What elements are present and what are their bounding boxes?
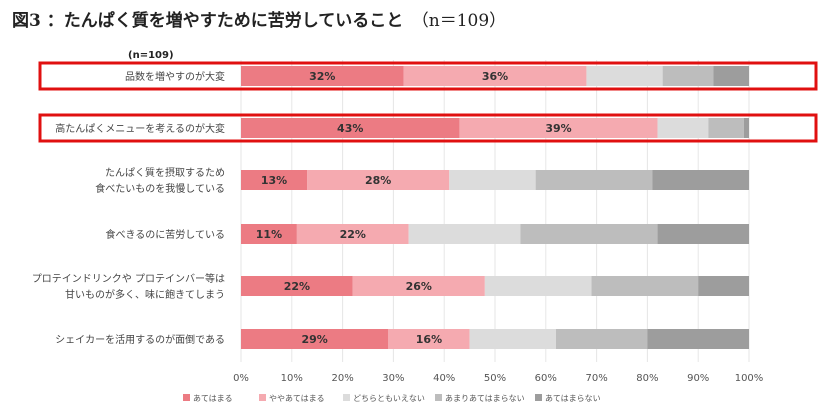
bar-segment <box>657 118 709 138</box>
page-title-text: 図3 ：たんぱく質を増やすために苦労していること <box>12 11 404 31</box>
bar-segment <box>662 66 714 86</box>
x-tick-label: 30% <box>382 373 404 384</box>
bar-segment <box>459 118 658 138</box>
value-label: 32% <box>309 70 335 83</box>
legend-label: あてはまらない <box>545 394 601 403</box>
bar-segment <box>403 66 587 86</box>
bar-segment <box>241 329 389 349</box>
category-labels: 品数を増やすのが大変高たんぱくメニューを考えるのが大変たんぱく質を摂取するため食… <box>32 70 225 346</box>
bar-segment <box>555 329 648 349</box>
x-tick-label: 10% <box>281 373 303 384</box>
legend-swatch <box>183 394 190 401</box>
bar-segment <box>535 170 653 190</box>
value-label: 29% <box>301 333 327 346</box>
value-label: 36% <box>482 70 508 83</box>
legend-label: あまりあてはまらない <box>445 394 525 403</box>
value-label: 22% <box>340 228 366 241</box>
x-tick-label: 100% <box>735 373 764 384</box>
bar-segment <box>586 66 663 86</box>
bar-segment <box>698 276 749 296</box>
legend-label: あてはまる <box>193 394 233 403</box>
value-label: 43% <box>337 122 363 135</box>
bar-segment <box>296 224 409 244</box>
value-label: 26% <box>406 280 432 293</box>
x-tick-label: 60% <box>535 373 557 384</box>
highlight-box <box>38 61 818 91</box>
legend-label: どちらともいえない <box>353 394 425 403</box>
bar-segment <box>241 118 460 138</box>
sample-size-label: (n=109) <box>128 50 174 61</box>
page-title-sample-size: （n＝109） <box>420 11 507 31</box>
bar-segment <box>307 170 450 190</box>
bar-segment <box>469 329 556 349</box>
category-label: シェイカーを活用するのが面倒である <box>55 333 225 346</box>
category-label: プロテインドリンクや プロテインバー等は <box>32 272 225 285</box>
value-labels: 32% 36% 43% 39% 13% 28% 11% 22% 22% 26% 29% 16% <box>256 70 572 346</box>
value-label: 11% <box>256 228 282 241</box>
bar-segment <box>241 224 297 244</box>
bar-segment <box>352 276 485 296</box>
bar-segment <box>708 118 744 138</box>
bar-segment <box>408 224 521 244</box>
legend-swatch <box>535 394 542 401</box>
bar-segment <box>241 170 308 190</box>
bar-segment <box>520 224 658 244</box>
bar-segment <box>449 170 536 190</box>
category-label: 品数を増やすのが大変 <box>125 70 225 83</box>
legend: あてはまる ややあてはまる どちらともいえない あまりあてはまらない あてはまらない <box>183 394 601 403</box>
value-label: 13% <box>261 174 287 187</box>
x-tick-label: 0% <box>233 373 249 384</box>
x-tick-label: 20% <box>331 373 353 384</box>
highlight-box <box>38 113 818 143</box>
value-label: 22% <box>284 280 310 293</box>
gridlines <box>240 60 750 362</box>
x-tick-label: 70% <box>585 373 607 384</box>
bar-segment <box>647 329 749 349</box>
bar-segment <box>241 276 353 296</box>
bar-segment <box>652 170 749 190</box>
category-label: 食べきるのに苦労している <box>106 228 226 241</box>
bars <box>241 66 749 349</box>
bar-segment <box>484 276 592 296</box>
x-tick-label: 40% <box>433 373 455 384</box>
x-tick-label: 90% <box>687 373 709 384</box>
legend-swatch <box>435 394 442 401</box>
category-label: 食べたいものを我慢している <box>95 182 225 195</box>
highlight-boxes <box>38 61 818 143</box>
bar-segment <box>241 66 404 86</box>
bar-segment <box>743 118 749 138</box>
value-label: 28% <box>365 174 391 187</box>
category-label: 甘いものが多く、味に飽きてしまう <box>65 288 225 301</box>
legend-swatch <box>343 394 350 401</box>
x-tick-label: 50% <box>484 373 506 384</box>
page-title: 図3 ：たんぱく質を増やすために苦労していること （n＝109） <box>12 6 506 31</box>
value-label: 39% <box>545 122 571 135</box>
legend-label: ややあてはまる <box>269 394 325 403</box>
category-label: たんぱく質を摂取するため <box>105 166 225 179</box>
value-label: 16% <box>416 333 442 346</box>
bar-segment <box>388 329 470 349</box>
bar-segment <box>713 66 749 86</box>
category-label: 高たんぱくメニューを考えるのが大変 <box>55 122 225 135</box>
x-tick-label: 80% <box>636 373 658 384</box>
bar-segment <box>657 224 749 244</box>
x-axis-ticks: 0% 10% 20% 30% 40% 50% 60% 70% 80% 90% 100% <box>233 373 763 384</box>
bar-segment <box>591 276 699 296</box>
legend-swatch <box>259 394 266 401</box>
